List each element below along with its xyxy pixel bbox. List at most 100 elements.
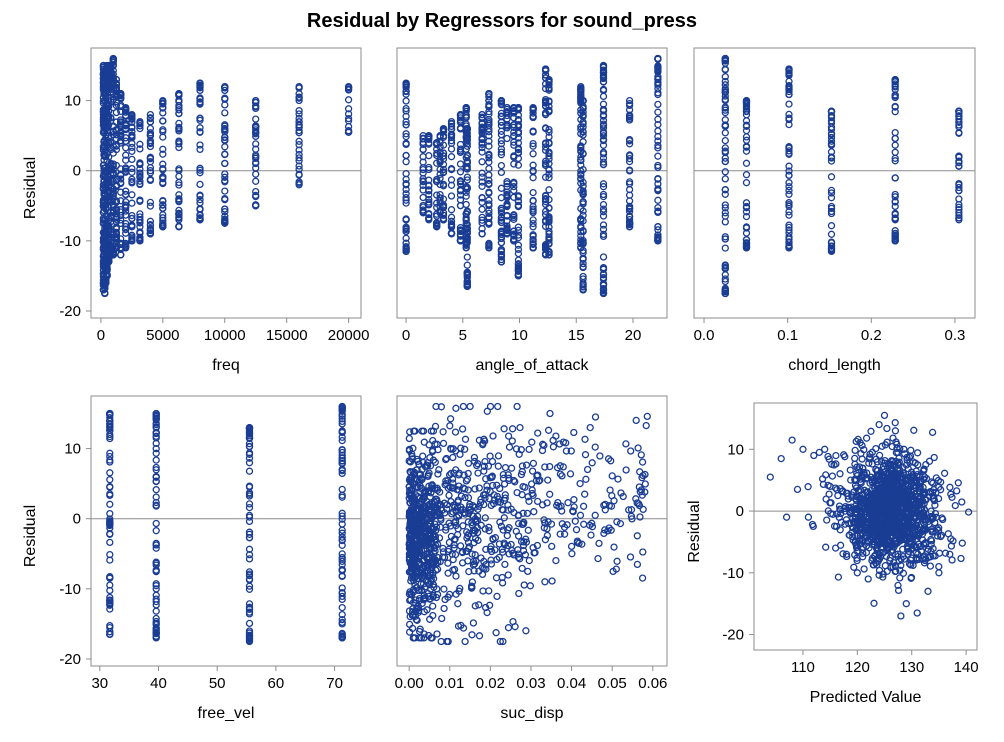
data-point — [425, 139, 433, 147]
data-point — [221, 124, 229, 133]
data-point — [485, 196, 493, 204]
data-point — [221, 133, 229, 142]
data-point — [579, 200, 587, 208]
data-point — [742, 136, 751, 144]
data-point — [338, 603, 346, 612]
data-point — [529, 216, 537, 224]
data-point — [641, 488, 649, 496]
data-point — [485, 242, 493, 250]
data-point — [463, 228, 471, 237]
data-point — [427, 427, 436, 435]
data-point — [878, 442, 886, 450]
data-point — [721, 65, 729, 73]
data-point — [955, 183, 963, 192]
data-point — [245, 576, 254, 584]
data-point — [338, 561, 346, 569]
data-point — [570, 496, 578, 504]
data-point — [448, 550, 456, 558]
data-point — [405, 532, 414, 540]
data-point — [485, 108, 493, 116]
data-point — [625, 207, 634, 216]
data-point — [579, 502, 588, 510]
data-point — [106, 469, 114, 477]
data-point — [933, 525, 941, 533]
data-point — [503, 104, 511, 112]
data-point — [152, 466, 160, 474]
data-point — [742, 143, 751, 151]
data-point — [891, 93, 899, 102]
data-point — [487, 542, 495, 551]
y-tick-label: -20 — [59, 651, 81, 668]
data-point — [409, 484, 417, 493]
data-point — [338, 588, 346, 597]
data-point — [468, 631, 476, 639]
data-point — [159, 201, 167, 209]
data-point — [196, 124, 204, 132]
data-point — [338, 610, 346, 619]
data-point — [654, 54, 662, 63]
data-point — [128, 132, 136, 140]
data-point — [895, 454, 903, 462]
data-point — [581, 490, 589, 498]
data-point — [474, 505, 482, 513]
data-point — [545, 204, 553, 212]
data-point — [439, 209, 448, 217]
data-point — [430, 525, 438, 533]
data-point — [721, 136, 729, 145]
data-point — [128, 211, 136, 220]
data-point — [579, 165, 587, 174]
data-point — [465, 509, 473, 518]
data-point — [159, 166, 167, 174]
data-point — [439, 125, 448, 133]
data-point — [888, 442, 896, 451]
data-point — [850, 563, 858, 571]
data-point — [103, 264, 111, 273]
x-axis-label: suc_disp — [500, 705, 563, 722]
data-point — [252, 102, 260, 110]
data-point — [252, 151, 260, 159]
data-point — [721, 286, 729, 294]
data-point — [485, 495, 493, 503]
data-point — [175, 127, 183, 135]
y-tick-label: -10 — [59, 581, 81, 598]
data-point — [827, 125, 836, 134]
data-point — [433, 497, 441, 505]
data-points — [721, 54, 963, 298]
data-point — [610, 543, 618, 551]
data-point — [827, 209, 836, 218]
data-point — [545, 128, 553, 136]
data-point — [338, 512, 346, 520]
data-point — [146, 175, 155, 184]
data-point — [891, 227, 899, 235]
data-point — [497, 140, 506, 148]
data-point — [414, 506, 422, 514]
data-point — [196, 199, 204, 207]
data-point — [545, 102, 553, 111]
data-point — [497, 258, 506, 266]
data-point — [601, 526, 609, 534]
y-tick-label: 10 — [64, 441, 81, 458]
data-point — [503, 190, 511, 199]
data-point — [497, 161, 506, 170]
data-point — [541, 195, 550, 204]
data-point — [485, 189, 493, 197]
data-point — [152, 591, 160, 599]
data-point — [338, 469, 346, 478]
data-point — [455, 482, 463, 490]
data-point — [742, 121, 751, 129]
data-point — [136, 140, 144, 148]
data-point — [136, 170, 144, 179]
data-point — [633, 560, 642, 569]
data-point — [103, 197, 111, 205]
data-point — [252, 191, 260, 200]
data-point — [245, 568, 254, 576]
data-point — [505, 550, 513, 558]
data-point — [252, 154, 260, 163]
data-point — [175, 222, 183, 231]
data-point — [478, 178, 486, 186]
data-point — [485, 523, 493, 531]
data-point — [514, 197, 523, 205]
